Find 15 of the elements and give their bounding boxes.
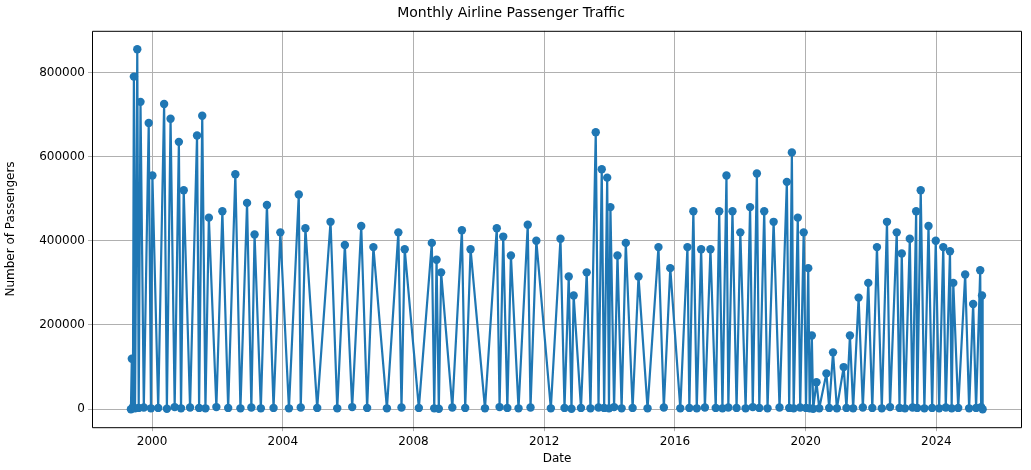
y-axis-title: Number of Passengers [3, 161, 18, 297]
x-tick-label: 2004 [267, 433, 299, 448]
x-tick-label: 2024 [921, 433, 952, 448]
x-tick-label: 2016 [659, 433, 691, 448]
y-tick-label: 800000 [39, 64, 85, 79]
x-tick-label: 2000 [136, 433, 168, 448]
y-tick-label: 0 [77, 401, 85, 416]
x-tick-label: 2012 [528, 433, 560, 448]
x-tick-label: 2008 [398, 433, 429, 448]
y-tick-label: 600000 [39, 148, 85, 163]
y-tick-label: 200000 [39, 317, 85, 332]
x-tick-label: 2020 [790, 433, 821, 448]
y-tick-label: 400000 [39, 232, 85, 247]
chart-title: Monthly Airline Passenger Traffic [397, 4, 625, 21]
x-axis-title: Date [542, 450, 572, 465]
